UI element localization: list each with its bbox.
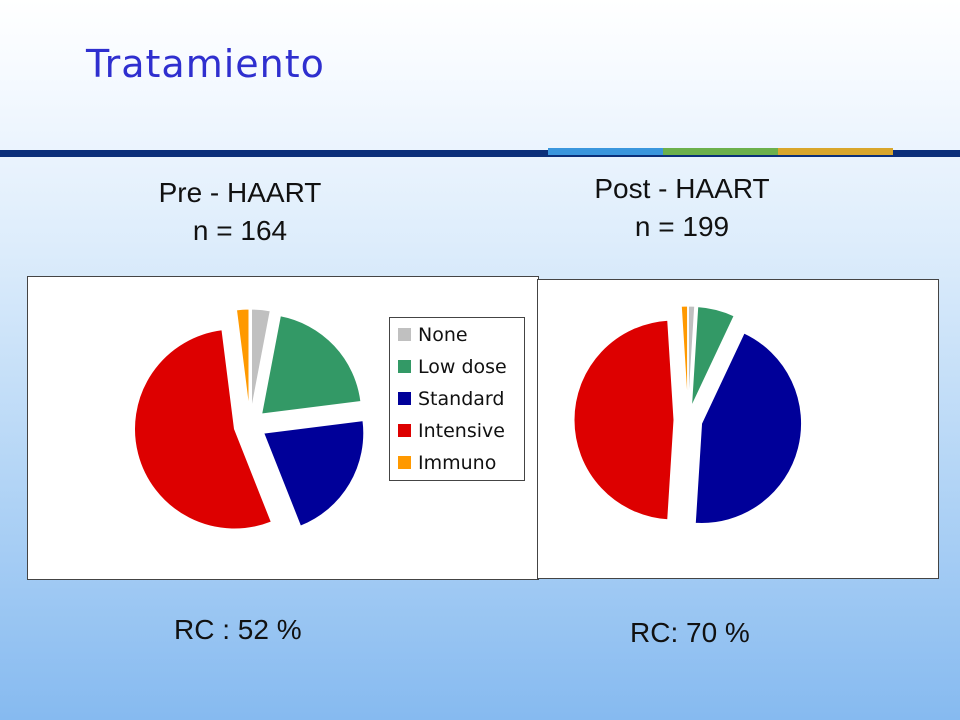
legend-swatch-standard bbox=[398, 392, 411, 405]
pie-slice-low-dose bbox=[690, 306, 735, 407]
pre-haart-label: Pre - HAART bbox=[158, 177, 322, 208]
post-haart-count: n = 199 bbox=[634, 211, 730, 242]
legend-label-standard: Standard bbox=[418, 388, 505, 410]
pre-haart-count: n = 164 bbox=[192, 215, 288, 246]
legend-swatch-intensive bbox=[398, 424, 411, 437]
pie-slice-low-dose bbox=[261, 315, 362, 415]
pie-slice-standard bbox=[694, 332, 803, 524]
slide-title: Tratamiento bbox=[86, 42, 325, 86]
legend-item-intensive: Intensive bbox=[398, 420, 522, 444]
pie-slice-none bbox=[687, 305, 696, 407]
pre-haart-heading: Pre - HAART n = 164 bbox=[140, 174, 340, 250]
title-rule bbox=[0, 150, 960, 157]
legend-swatch-none bbox=[398, 328, 411, 341]
legend-label-immuno: Immuno bbox=[418, 452, 497, 474]
chart-legend: None Low dose Standard Intensive Immuno bbox=[389, 317, 525, 481]
legend-swatch-immuno bbox=[398, 456, 411, 469]
legend-item-immuno: Immuno bbox=[398, 452, 522, 476]
legend-label-none: None bbox=[418, 324, 468, 346]
pre-haart-pie bbox=[134, 308, 365, 530]
post-haart-heading: Post - HAART n = 199 bbox=[572, 170, 792, 246]
pie-slice-intensive bbox=[134, 329, 272, 530]
post-haart-pie bbox=[573, 305, 803, 524]
pie-slice-immuno bbox=[235, 308, 250, 410]
post-haart-chart bbox=[537, 279, 939, 579]
post-haart-rc: RC: 70 % bbox=[630, 617, 750, 648]
accent-bar-green bbox=[663, 148, 778, 155]
pie-slice-none bbox=[251, 308, 271, 410]
legend-label-intensive: Intensive bbox=[418, 420, 505, 442]
legend-swatch-low-dose bbox=[398, 360, 411, 373]
pie-slice-standard bbox=[263, 420, 365, 527]
pre-haart-chart: None Low dose Standard Intensive Immuno bbox=[27, 276, 539, 580]
pie-slice-immuno bbox=[680, 305, 689, 407]
legend-item-none: None bbox=[398, 324, 522, 348]
legend-item-standard: Standard bbox=[398, 388, 522, 412]
accent-bar-blue bbox=[548, 148, 663, 155]
pre-haart-rc: RC : 52 % bbox=[174, 614, 302, 645]
post-haart-label: Post - HAART bbox=[594, 173, 770, 204]
legend-label-low-dose: Low dose bbox=[418, 356, 507, 378]
legend-item-low-dose: Low dose bbox=[398, 356, 522, 380]
accent-bar-gold bbox=[778, 148, 893, 155]
pie-slice-intensive bbox=[573, 319, 675, 521]
